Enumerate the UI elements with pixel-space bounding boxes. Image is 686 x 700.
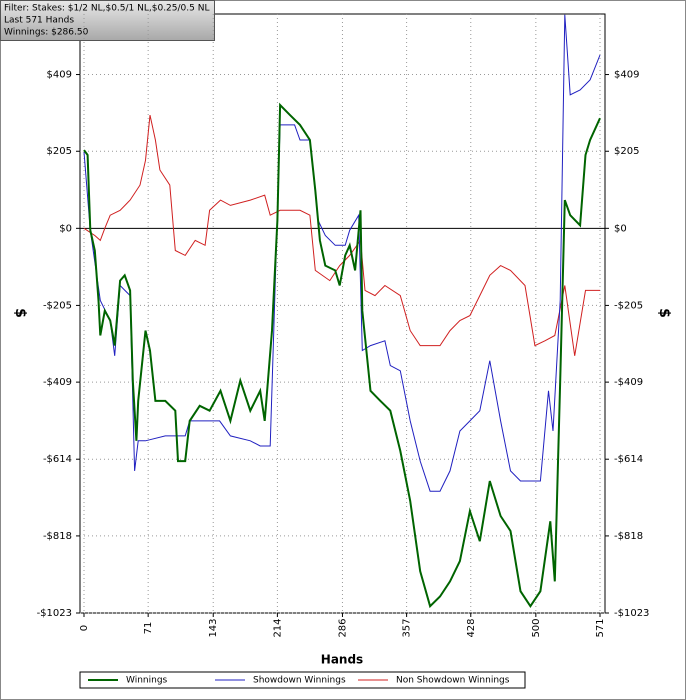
legend-label: Showdown Winnings bbox=[253, 676, 346, 686]
x-axis-label: Hands bbox=[321, 653, 363, 667]
y-tick-label: -$205 bbox=[614, 300, 643, 311]
y-tick-label: $205 bbox=[614, 146, 639, 157]
x-tick-label: 143 bbox=[208, 618, 219, 637]
legend-label: Non Showdown Winnings bbox=[396, 676, 510, 686]
y-tick-label: -$1023 bbox=[614, 608, 649, 619]
filter-text: Filter: Stakes: $1/2 NL,$0.5/1 NL,$0.25/… bbox=[4, 4, 209, 14]
y-tick-label: $205 bbox=[47, 146, 72, 157]
y-tick-label: -$818 bbox=[614, 531, 643, 542]
x-tick-label: 500 bbox=[531, 618, 542, 637]
y-tick-label: -$614 bbox=[614, 454, 643, 465]
series-line bbox=[83, 14, 601, 492]
x-tick-label: 286 bbox=[337, 618, 348, 637]
y-tick-label: -$205 bbox=[43, 300, 72, 311]
y-tick-label: -$409 bbox=[43, 377, 72, 388]
x-tick-label: 214 bbox=[272, 618, 283, 637]
series-line bbox=[83, 114, 600, 356]
y-tick-label: $409 bbox=[47, 70, 72, 81]
filter-text: Last 571 Hands bbox=[4, 16, 74, 26]
x-tick-label: 428 bbox=[466, 618, 477, 637]
y-tick-label: -$818 bbox=[43, 531, 72, 542]
y-tick-label: -$614 bbox=[43, 454, 72, 465]
legend bbox=[79, 671, 526, 689]
y-tick-label: -$1023 bbox=[37, 608, 72, 619]
x-tick-label: 571 bbox=[595, 618, 606, 637]
x-tick-label: 0 bbox=[79, 625, 90, 631]
y-axis-label: $ bbox=[656, 308, 672, 318]
y-tick-label: -$409 bbox=[614, 377, 643, 388]
filter-text: Winnings: $286.50 bbox=[4, 28, 89, 38]
x-tick-label: 357 bbox=[402, 618, 413, 637]
x-tick-label: 71 bbox=[143, 622, 154, 635]
y-axis-label: $ bbox=[12, 308, 28, 318]
y-tick-label: $409 bbox=[614, 70, 639, 81]
series-line bbox=[83, 102, 601, 609]
y-tick-label: $0 bbox=[59, 223, 72, 234]
filter-box bbox=[0, 0, 215, 41]
plot-area bbox=[79, 13, 606, 614]
legend-label: Winnings bbox=[126, 676, 168, 686]
y-tick-label: $0 bbox=[614, 223, 627, 234]
